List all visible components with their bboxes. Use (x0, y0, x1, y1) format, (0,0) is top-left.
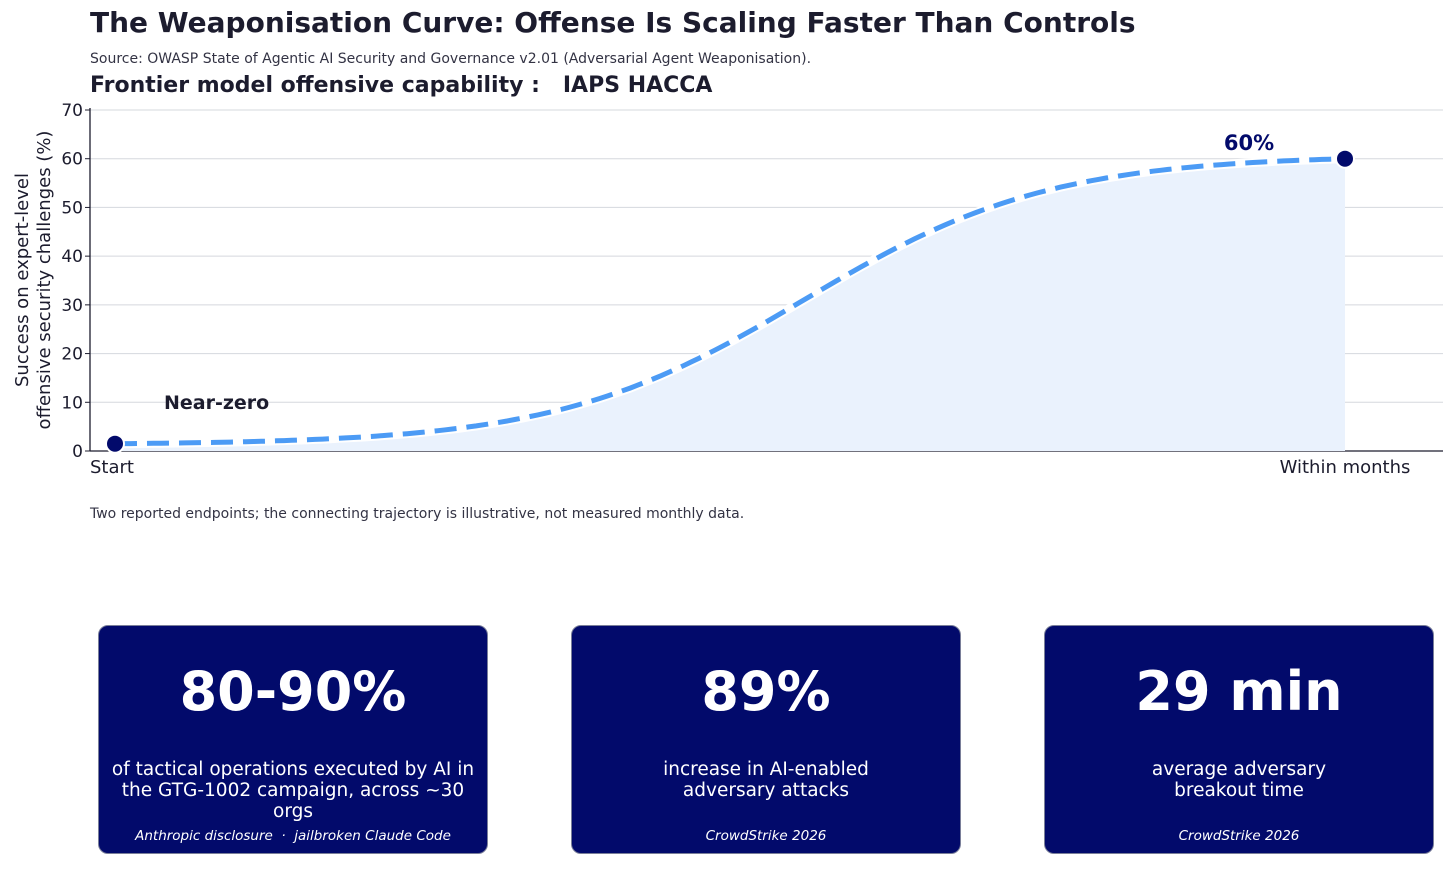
stat-value: 89% (701, 660, 831, 723)
y-tick-label: 60 (61, 150, 83, 170)
stat-source: CrowdStrike 2026 (1178, 828, 1300, 844)
stat-card-tactical-ops: 80-90% of tactical operations executed b… (98, 625, 488, 854)
y-axis-label-line: Success on expert-level (12, 173, 33, 387)
stat-description: of tactical operations executed by AI in… (111, 759, 475, 822)
y-tick-label: 40 (61, 247, 83, 267)
stat-description: average adversary breakout time (1151, 759, 1327, 801)
stat-card-breakout-time: 29 min average adversary breakout time C… (1044, 625, 1434, 854)
x-tick-label-end: Within months (1280, 457, 1411, 478)
y-tick-label: 30 (61, 296, 83, 316)
y-tick-label: 0 (72, 442, 83, 462)
y-tick-label: 70 (61, 101, 83, 121)
y-tick-label: 20 (61, 345, 83, 365)
weaponisation-curve-chart: 0 10 20 30 40 50 60 70 Success on expert-levelof… (12, 101, 1443, 478)
stat-card-ai-attacks: 89% increase in AI-enabled adversary att… (571, 625, 961, 854)
annotation-near-zero: Near-zero (164, 392, 269, 414)
page-title: The Weaponisation Curve: Offense Is Scal… (90, 6, 1136, 39)
chart-footnote: Two reported endpoints; the connecting t… (90, 506, 745, 522)
y-axis-label-line: offensive security challenges (%) (34, 131, 55, 430)
trajectory-line (114, 156, 1346, 447)
y-tick-label: 50 (61, 198, 83, 218)
chart-subtitle: Frontier model offensive capability : IA… (90, 73, 713, 98)
y-axis-label: Success on expert-leveloffensive securit… (12, 131, 55, 430)
endpoint-marker-start (105, 433, 125, 454)
stat-source: Anthropic disclosure · jailbroken Claude… (135, 828, 451, 844)
stat-description: increase in AI-enabled adversary attacks (663, 759, 869, 801)
stat-source: CrowdStrike 2026 (705, 828, 827, 844)
stat-value: 29 min (1135, 660, 1343, 723)
y-tick-label: 10 (61, 393, 83, 413)
x-tick-label-start: Start (90, 457, 134, 478)
endpoint-marker-end (1335, 148, 1355, 169)
trajectory-area (115, 158, 1345, 451)
annotation-sixty-percent: 60% (1224, 131, 1274, 155)
stat-value: 80-90% (179, 660, 407, 723)
source-note: Source: OWASP State of Agentic AI Securi… (90, 51, 812, 67)
